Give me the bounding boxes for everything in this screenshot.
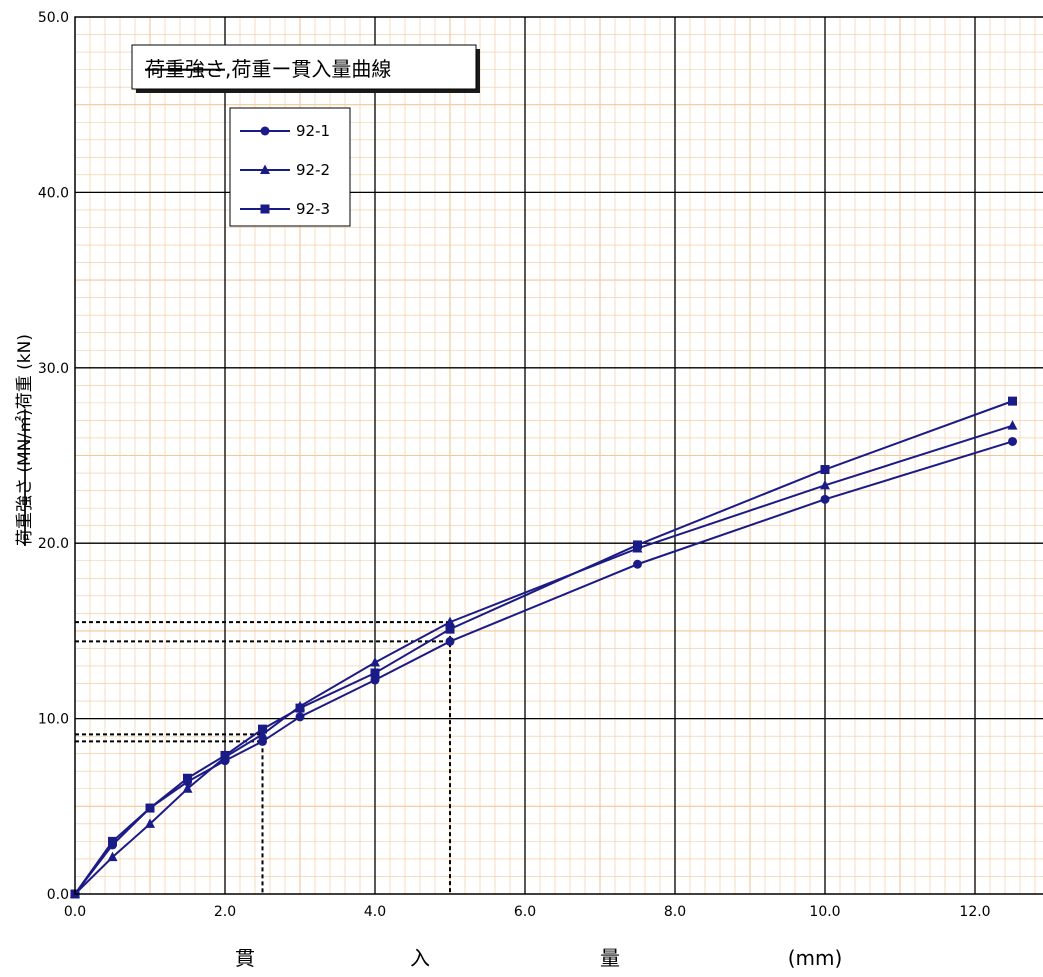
x-tick-label: 4.0 — [364, 904, 386, 920]
data-point-92-2 — [107, 851, 118, 862]
y-tick-label: 20.0 — [38, 536, 69, 552]
data-point-92-3 — [220, 750, 230, 760]
x-axis-label-part-3: 量 — [600, 946, 620, 970]
reference-lines — [75, 621, 451, 894]
x-tick-label: 12.0 — [959, 904, 990, 920]
x-tick-label: 10.0 — [809, 904, 840, 920]
legend-item-92-2: 92-2 — [240, 161, 330, 179]
series-92-2 — [70, 420, 1018, 898]
data-point-92-1 — [370, 675, 380, 685]
legend-label: 92-3 — [296, 200, 330, 218]
data-point-92-3 — [183, 773, 192, 783]
major-grid — [75, 17, 1043, 894]
legend-label: 92-1 — [296, 122, 330, 140]
data-point-92-3 — [1008, 396, 1017, 406]
data-point-92-3 — [145, 803, 155, 813]
series-line-92-1 — [74, 440, 1013, 895]
tick-labels: 0.0 2.0 4.0 6.0 8.0 10.0 12.0 0.0 10.0 20.0 30.0 40… — [38, 10, 991, 920]
data-point-92-3 — [258, 724, 267, 734]
data-point-92-3 — [820, 465, 830, 475]
chart-title: 荷重強さ,荷重ー貫入量曲線 — [145, 57, 391, 81]
legend: 92-1 92-2 92-3 — [229, 107, 351, 227]
legend-marker — [260, 126, 270, 136]
data-point-92-2 — [1007, 420, 1018, 430]
data-point-92-3 — [295, 703, 305, 713]
data-point-92-2 — [182, 783, 193, 793]
chart-title-struck: 荷重強さ — [145, 57, 225, 81]
data-point-92-1 — [820, 494, 830, 504]
series-layer — [70, 396, 1018, 899]
x-tick-label: 0.0 — [64, 904, 86, 920]
x-tick-label: 6.0 — [514, 904, 536, 920]
x-axis-label-part-2: 入 — [410, 946, 430, 970]
data-point-92-1 — [445, 636, 455, 646]
x-axis-label-part-1: 貫 — [235, 946, 255, 970]
x-tick-label: 8.0 — [664, 904, 686, 920]
data-point-92-1 — [1008, 436, 1017, 446]
data-point-92-1 — [258, 736, 267, 746]
data-point-92-1 — [633, 559, 642, 569]
plot-frame — [74, 16, 1043, 895]
y-tick-label: 10.0 — [38, 712, 69, 728]
data-point-92-3 — [108, 836, 117, 846]
data-point-92-2 — [370, 656, 380, 667]
series-92-1 — [70, 436, 1017, 899]
series-line-92-3 — [74, 400, 1013, 895]
x-axis-label-unit: (mm) — [788, 946, 843, 970]
data-point-92-3 — [445, 624, 455, 634]
data-point-92-2 — [820, 479, 830, 490]
legend-marker — [260, 164, 270, 174]
y-axis-label-struck: 荷重強さ (MN/㎡) — [15, 409, 35, 546]
series-92-3 — [70, 396, 1017, 899]
y-tick-label: 30.0 — [38, 361, 69, 377]
data-point-92-2 — [445, 616, 455, 627]
legend-marker — [260, 204, 270, 214]
y-tick-label: 40.0 — [38, 185, 69, 201]
series-line-92-2 — [74, 424, 1013, 895]
chart-title-box: 荷重強さ,荷重ー貫入量曲線 — [131, 44, 480, 93]
data-point-92-2 — [257, 728, 268, 739]
legend-label: 92-2 — [296, 161, 330, 179]
legend-item-92-3: 92-3 — [240, 200, 330, 218]
data-point-92-3 — [633, 540, 642, 550]
y-axis-label-rest: 荷重 (kN) — [15, 334, 35, 409]
y-axis-label: 荷重強さ (MN/㎡)荷重 (kN) — [15, 334, 35, 546]
y-tick-label: 50.0 — [38, 10, 69, 26]
data-point-92-1 — [295, 712, 305, 722]
chart-title-rest: ,荷重ー貫入量曲線 — [225, 57, 391, 81]
legend-item-92-1: 92-1 — [240, 122, 330, 140]
y-tick-label: 0.0 — [47, 887, 69, 903]
x-tick-label: 2.0 — [214, 904, 236, 920]
data-point-92-3 — [370, 668, 380, 678]
data-point-92-2 — [145, 818, 155, 828]
